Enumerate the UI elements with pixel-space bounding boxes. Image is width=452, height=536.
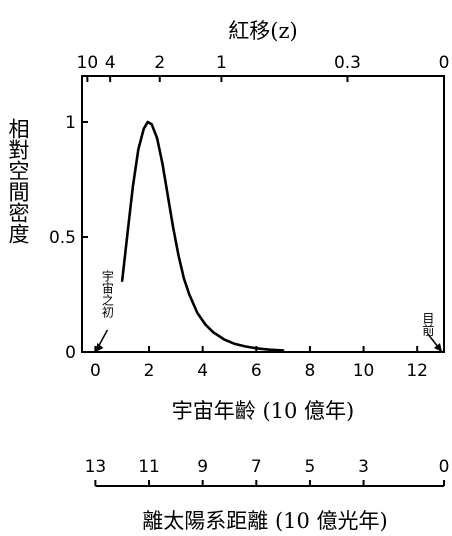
distance-tick-label: 11 [138, 457, 160, 477]
y-tick-label: 1 [65, 113, 76, 133]
distance-tick-label: 7 [251, 457, 262, 477]
annotation-arrowhead-left [95, 343, 104, 352]
y-axis-label: 相對空間密度 [6, 118, 30, 244]
x-tick-label: 6 [251, 361, 262, 381]
y-tick-label: 0 [65, 343, 76, 363]
x-axis-label: 宇宙年齡 (10 億年) [172, 399, 354, 423]
x-tick-label: 8 [305, 361, 316, 381]
top-tick-label: 1 [216, 53, 227, 73]
density-curve [120, 120, 285, 352]
top-tick-label: 0 [439, 53, 450, 73]
distance-axis-label: 離太陽系距離 (10 億光年) [142, 509, 387, 533]
distance-tick-label: 13 [85, 457, 107, 477]
plot-frame [81, 75, 445, 353]
annotation-big-bang: 宇宙之初 [100, 270, 114, 318]
distance-tick-label: 3 [358, 457, 369, 477]
distance-tick-label: 0 [439, 457, 450, 477]
top-tick-label: 4 [105, 53, 116, 73]
annotation-arrowhead-right [434, 343, 442, 352]
distance-tick-label: 9 [197, 457, 208, 477]
y-tick-label: 0.5 [49, 228, 76, 248]
x-tick-label: 12 [406, 361, 428, 381]
x-tick-label: 0 [90, 361, 101, 381]
top-tick-label: 2 [154, 53, 165, 73]
distance-tick-label: 5 [305, 457, 316, 477]
x-tick-label: 10 [353, 361, 375, 381]
annotation-present: 目前 [421, 312, 435, 336]
top-tick-label: 10 [77, 53, 99, 73]
x-tick-label: 2 [144, 361, 155, 381]
x-tick-label: 4 [197, 361, 208, 381]
top-tick-label: 0.3 [334, 53, 361, 73]
top-axis-label: 紅移(z) [228, 19, 297, 43]
